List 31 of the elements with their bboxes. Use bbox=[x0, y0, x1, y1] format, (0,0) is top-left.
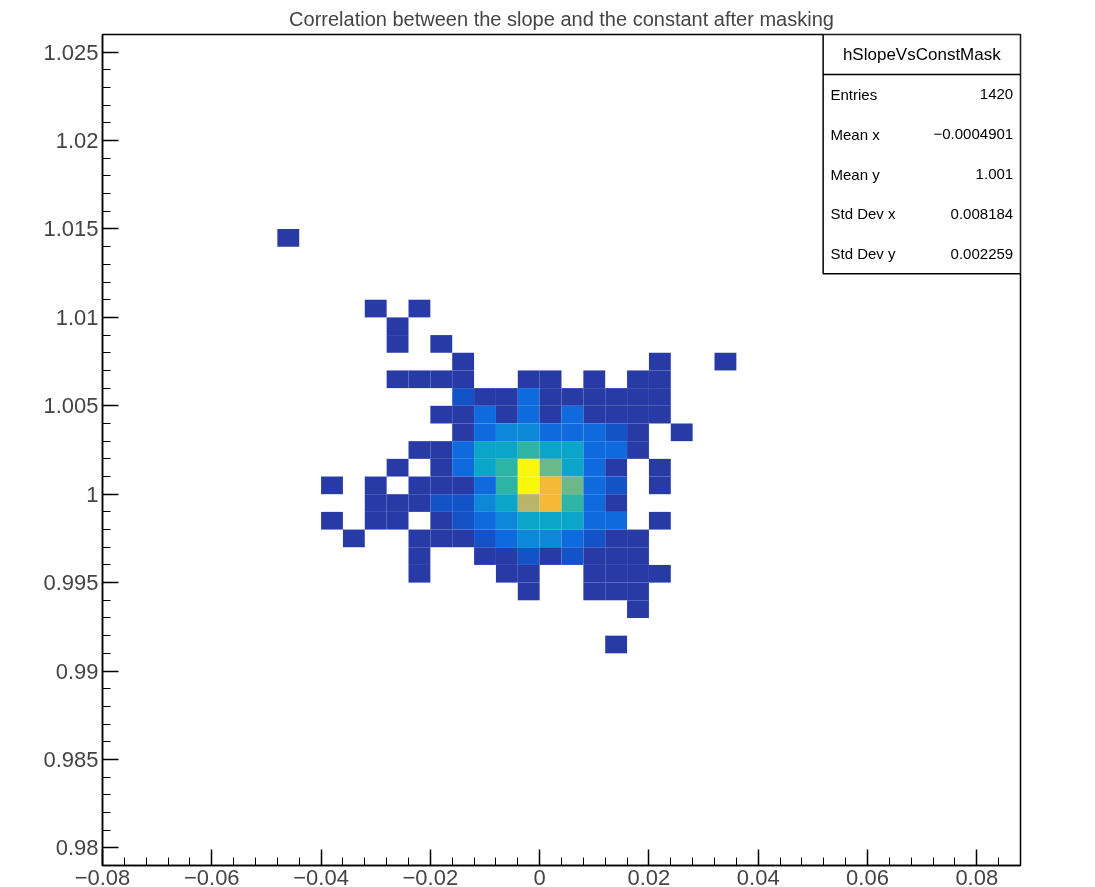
y-tick-label: 0.98 bbox=[55, 835, 99, 861]
x-tick-label: 0.08 bbox=[955, 864, 999, 887]
y-tick-label: 0.995 bbox=[43, 570, 99, 596]
y-tick-label: 1 bbox=[86, 481, 99, 507]
chart-title: Correlation between the slope and the constant after masking bbox=[289, 7, 834, 30]
y-tick-label: 1.01 bbox=[55, 304, 99, 330]
x-tick-label: −0.06 bbox=[183, 864, 240, 887]
x-tick-label: −0.02 bbox=[402, 864, 459, 887]
annotation: Std Dev y bbox=[830, 245, 896, 263]
annotation: Entries bbox=[830, 85, 878, 103]
annotation: 1.001 bbox=[975, 165, 1014, 183]
x-tick-label: 0.06 bbox=[846, 864, 889, 887]
y-tick-label: 1.025 bbox=[43, 39, 99, 65]
annotation: 0.008184 bbox=[950, 205, 1014, 222]
annotation: −0.0004901 bbox=[933, 125, 1014, 143]
annotation: 1420 bbox=[979, 85, 1014, 103]
x-tick-label: −0.08 bbox=[74, 864, 131, 887]
x-tick-label: 0 bbox=[533, 864, 546, 887]
y-tick-label: 0.99 bbox=[55, 658, 99, 684]
y-tick-label: 1.015 bbox=[43, 216, 99, 242]
y-tick-label: 0.985 bbox=[43, 746, 99, 772]
y-tick-label: 1.005 bbox=[43, 393, 99, 419]
annotation: Std Dev x bbox=[830, 205, 896, 223]
x-tick-label: −0.04 bbox=[293, 864, 349, 887]
annotation: 0.002259 bbox=[950, 244, 1014, 262]
y-tick-label: 1.02 bbox=[55, 128, 99, 154]
annotation: Mean x bbox=[830, 125, 881, 143]
x-tick-label: 0.02 bbox=[627, 864, 671, 887]
x-tick-label: 0.04 bbox=[736, 864, 780, 887]
annotation: Mean y bbox=[830, 165, 881, 183]
annotation: hSlopeVsConstMask bbox=[842, 44, 1002, 64]
